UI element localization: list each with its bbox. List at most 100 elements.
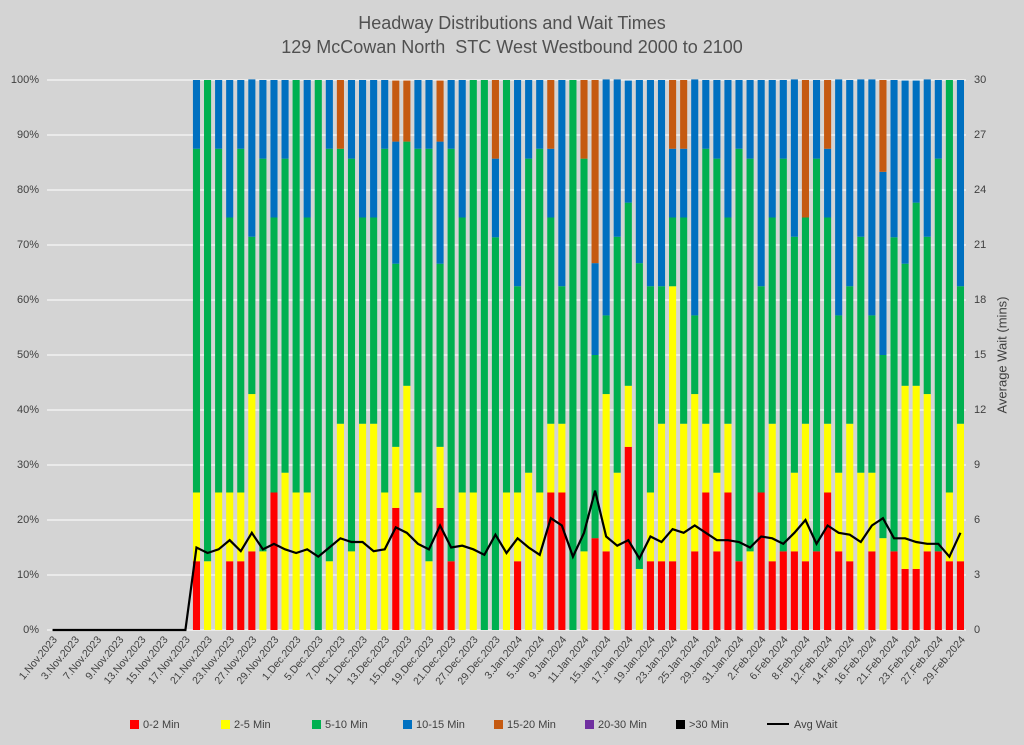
bar-segment bbox=[713, 80, 721, 159]
bar-segment bbox=[281, 158, 289, 473]
bar-segment bbox=[259, 158, 267, 552]
bar-segment bbox=[724, 217, 732, 424]
bar-segment bbox=[646, 286, 654, 493]
y2-tick-label: 6 bbox=[974, 514, 980, 526]
bar-segment bbox=[270, 80, 278, 218]
bar-segment bbox=[624, 446, 632, 630]
bar-segment bbox=[857, 236, 865, 473]
bar-segment bbox=[303, 492, 311, 630]
bar-segment bbox=[192, 561, 201, 630]
bar-segment bbox=[779, 80, 787, 159]
y2-axis-label: Average Wait (mins) bbox=[994, 296, 1009, 413]
bar-segment bbox=[270, 492, 278, 630]
bar-segment bbox=[325, 80, 333, 149]
y-tick-label: 70% bbox=[17, 239, 39, 251]
bar-segment bbox=[635, 568, 643, 630]
bar-segment bbox=[403, 141, 411, 386]
bar-segment bbox=[558, 80, 566, 287]
bar-segment bbox=[801, 561, 809, 630]
y2-tick-label: 24 bbox=[974, 184, 986, 196]
bar-segment bbox=[359, 423, 367, 630]
bar-segment bbox=[857, 472, 865, 630]
bar-segment bbox=[868, 551, 876, 630]
bar-segment bbox=[768, 423, 776, 562]
bar-segment bbox=[392, 263, 400, 447]
bar-segment bbox=[657, 80, 666, 287]
bar-segment bbox=[790, 236, 798, 473]
bar-segment bbox=[812, 158, 821, 552]
bar-segment bbox=[757, 286, 765, 493]
bar-segment bbox=[458, 492, 466, 630]
bar-segment bbox=[702, 80, 710, 149]
bar-segment bbox=[226, 217, 234, 493]
bar-segment bbox=[325, 148, 333, 562]
legend-label: 0-2 Min bbox=[143, 719, 180, 731]
bar-segment bbox=[646, 80, 654, 287]
bar-segment bbox=[735, 80, 743, 149]
bar-segment bbox=[613, 236, 621, 473]
bar-segment bbox=[824, 492, 832, 630]
y-tick-label: 20% bbox=[17, 514, 39, 526]
bar-segment bbox=[237, 492, 245, 562]
bar-segment bbox=[381, 80, 389, 149]
bar-segment bbox=[569, 80, 577, 630]
bar-segment bbox=[691, 315, 699, 395]
bar-segment bbox=[392, 141, 400, 264]
bar-segment bbox=[514, 80, 522, 287]
bar-segment bbox=[558, 423, 566, 493]
bar-segment bbox=[923, 394, 931, 552]
bar-segment bbox=[835, 551, 843, 630]
bar-segment bbox=[514, 492, 522, 562]
bar-segment bbox=[868, 472, 876, 552]
bar-segment bbox=[303, 80, 311, 218]
bar-segment bbox=[912, 385, 920, 569]
bar-segment bbox=[890, 237, 898, 552]
bar-segment bbox=[447, 561, 455, 630]
bar-segment bbox=[314, 80, 322, 630]
bar-segment bbox=[613, 472, 621, 630]
bar-segment bbox=[801, 80, 809, 218]
bar-segment bbox=[835, 315, 843, 473]
y2-tick-label: 30 bbox=[974, 74, 986, 86]
y2-tick-label: 12 bbox=[974, 404, 986, 416]
bar-segment bbox=[702, 148, 710, 424]
bar-segment bbox=[226, 80, 234, 218]
bar-segment bbox=[447, 80, 455, 149]
y-tick-label: 30% bbox=[17, 459, 39, 471]
y2-tick-label: 21 bbox=[974, 239, 986, 251]
bar-segment bbox=[215, 148, 223, 493]
bar-segment bbox=[657, 423, 666, 562]
bar-segment bbox=[502, 80, 511, 493]
bar-segment bbox=[347, 80, 356, 159]
bar-segment bbox=[746, 158, 754, 552]
bar-segment bbox=[536, 492, 544, 630]
bar-segment bbox=[857, 79, 865, 237]
bar-segment bbox=[336, 423, 344, 630]
bar-segment bbox=[436, 141, 444, 264]
bar-segment bbox=[879, 538, 887, 630]
bar-segment bbox=[392, 507, 400, 630]
y-tick-label: 100% bbox=[11, 74, 39, 86]
legend-swatch bbox=[130, 720, 139, 729]
bar-segment bbox=[204, 561, 212, 630]
bar-segment bbox=[469, 80, 477, 493]
bar-segment bbox=[237, 148, 245, 493]
bar-segment bbox=[691, 79, 699, 316]
legend-label: Avg Wait bbox=[794, 719, 837, 731]
bar-segment bbox=[868, 315, 876, 473]
bar-segment bbox=[447, 148, 455, 562]
legend-swatch bbox=[312, 720, 321, 729]
bar-segment bbox=[436, 263, 444, 447]
bar-segment bbox=[669, 80, 677, 149]
legend-label: 15-20 Min bbox=[507, 719, 556, 731]
bar-segment bbox=[602, 394, 610, 552]
bar-segment bbox=[635, 80, 643, 264]
bar-segment bbox=[370, 80, 378, 218]
bar-segment bbox=[879, 80, 887, 172]
bar-segment bbox=[901, 80, 909, 264]
bar-segment bbox=[292, 492, 300, 630]
bar-segment bbox=[336, 80, 344, 149]
bar-segment bbox=[669, 561, 677, 630]
bar-segment bbox=[779, 551, 787, 630]
